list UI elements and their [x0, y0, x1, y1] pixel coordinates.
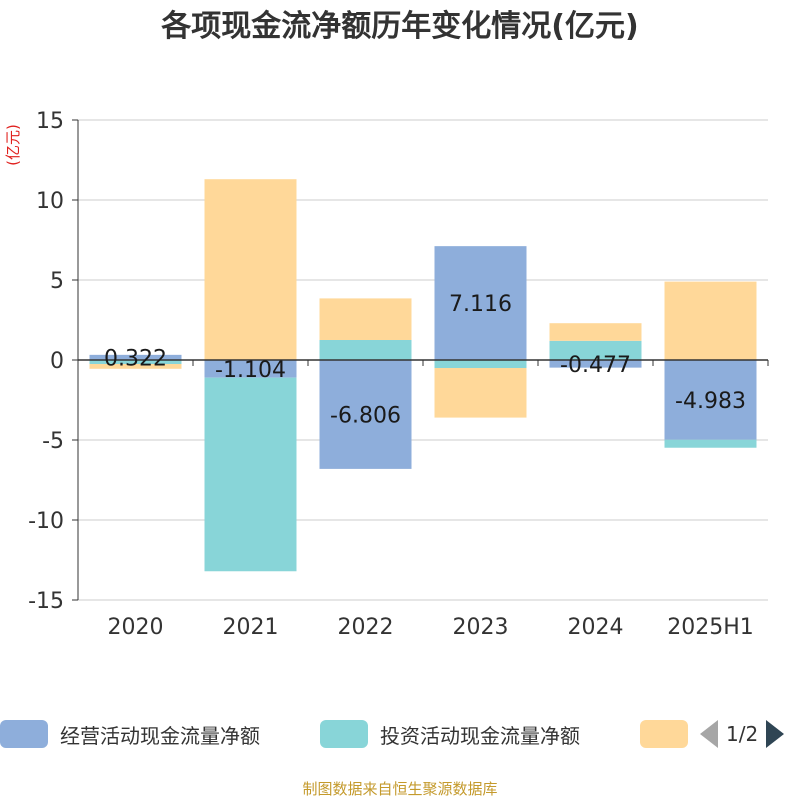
y-tick-label: 15 — [36, 109, 64, 134]
data-label-operating-2020: 0.322 — [104, 346, 167, 371]
bar-series0-2024[interactable] — [549, 360, 642, 368]
data-source-note: 制图数据来自恒生聚源数据库 — [302, 780, 498, 798]
data-label-operating-2024: -0.477 — [560, 353, 631, 378]
bar-series2-2020[interactable] — [89, 364, 182, 369]
data-label-operating-2021: -1.104 — [215, 358, 286, 383]
x-tick-label: 2024 — [568, 615, 624, 640]
bar-series1-2022[interactable] — [319, 340, 412, 360]
x-tick-label: 2021 — [223, 615, 279, 640]
legend-swatch-investing — [320, 720, 368, 748]
bar-series0-2023[interactable] — [434, 246, 527, 360]
legend-page-indicator: 1/2 — [726, 722, 759, 746]
y-tick-label: -15 — [28, 589, 64, 614]
bar-series0-2020[interactable] — [89, 354, 182, 360]
legend-pager: 1/2 — [700, 720, 785, 748]
legend-next-page-icon[interactable] — [766, 720, 785, 748]
y-tick-label: -10 — [28, 509, 64, 534]
y-tick-label: 0 — [50, 349, 64, 374]
x-tick-label: 2025H1 — [667, 615, 754, 640]
bar-series1-2023[interactable] — [434, 360, 527, 368]
bar-series0-2022[interactable] — [319, 360, 412, 469]
y-tick-label: 10 — [36, 189, 64, 214]
x-tick-label: 2022 — [338, 615, 394, 640]
data-label-operating-2022: -6.806 — [330, 403, 401, 428]
legend-swatch-operating — [0, 720, 48, 748]
bar-series2-2022[interactable] — [319, 298, 412, 340]
bar-series0-2021[interactable] — [204, 360, 297, 378]
legend: 经营活动现金流量净额 投资活动现金流量净额 1/2 — [0, 714, 800, 754]
bar-series2-2025H1[interactable] — [664, 281, 757, 360]
legend-item-financing[interactable] — [640, 720, 688, 748]
legend-swatch-financing — [640, 720, 688, 748]
bar-series1-2025H1[interactable] — [664, 439, 757, 448]
bar-series0-2025H1[interactable] — [664, 360, 757, 440]
x-tick-label: 2020 — [108, 615, 164, 640]
bar-series1-2020[interactable] — [89, 360, 182, 364]
legend-prev-page-icon[interactable] — [700, 720, 718, 748]
data-label-operating-2023: 7.116 — [449, 292, 512, 317]
bar-series2-2023[interactable] — [434, 368, 527, 418]
y-tick-label: 5 — [50, 269, 64, 294]
legend-item-operating[interactable]: 经营活动现金流量净额 — [0, 720, 260, 748]
y-tick-label: -5 — [42, 429, 64, 454]
bar-series2-2021[interactable] — [204, 179, 297, 360]
y-axis-unit-label: (亿元) — [4, 124, 22, 166]
data-label-operating-2025H1: -4.983 — [675, 389, 746, 414]
bar-series2-2024[interactable] — [549, 323, 642, 341]
bar-series1-2024[interactable] — [549, 340, 642, 360]
chart-title: 各项现金流净额历年变化情况(亿元) — [160, 9, 638, 44]
legend-label-investing: 投资活动现金流量净额 — [380, 723, 580, 748]
x-tick-label: 2023 — [453, 615, 509, 640]
chart-canvas: 各项现金流净额历年变化情况(亿元) (亿元) 15 10 5 0 -5 -10 -15 202… — [4, 9, 769, 640]
legend-item-investing[interactable]: 投资活动现金流量净额 — [320, 720, 580, 748]
legend-label-operating: 经营活动现金流量净额 — [60, 723, 260, 748]
bar-series1-2021[interactable] — [204, 377, 297, 572]
